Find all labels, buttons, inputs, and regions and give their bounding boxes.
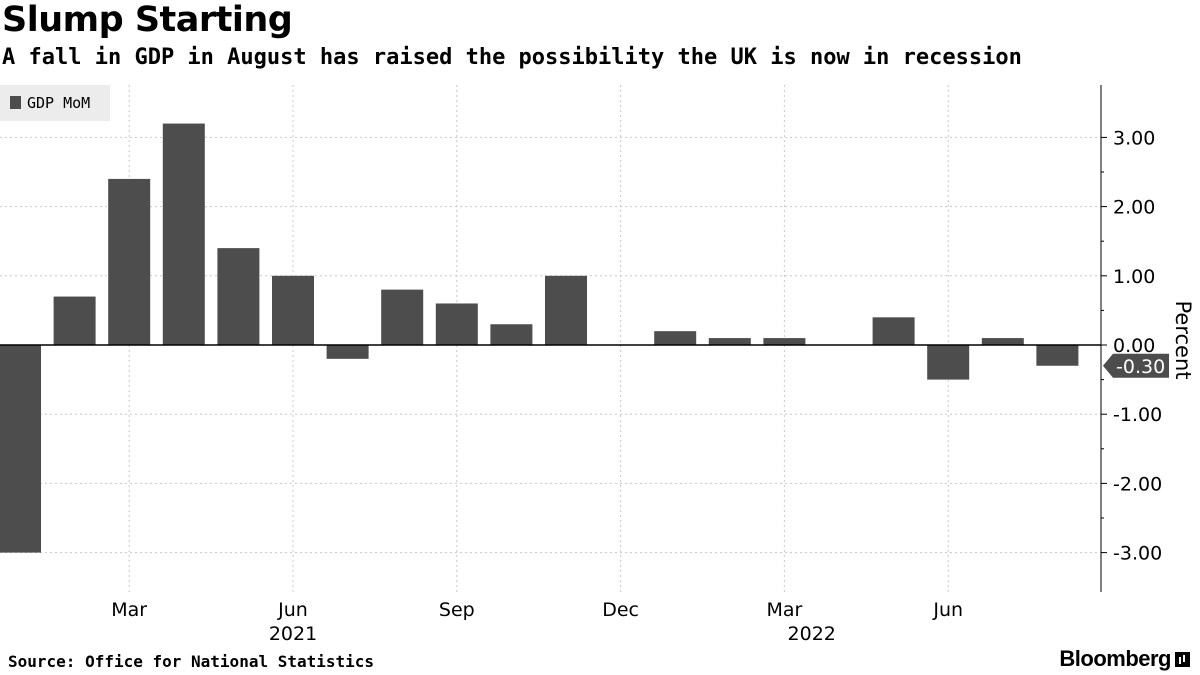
last-value-label: -0.30	[1116, 356, 1165, 378]
x-year-label: 2021	[269, 623, 317, 645]
y-axis-title: Percent	[1171, 300, 1195, 379]
x-tick-label: Mar	[111, 599, 147, 621]
bar	[981, 338, 1024, 345]
x-tick-label: Jun	[277, 599, 308, 621]
bar	[927, 345, 970, 380]
bloomberg-logo-icon	[1175, 652, 1190, 667]
bar	[435, 303, 478, 345]
bar	[763, 338, 806, 345]
y-tick-label: -1.00	[1113, 404, 1162, 426]
legend-swatch	[10, 96, 21, 109]
bloomberg-logo-text: Bloomberg	[1059, 646, 1171, 671]
bar	[0, 345, 41, 553]
chart-subtitle: A fall in GDP in August has raised the p…	[2, 45, 1022, 70]
x-year-label: 2022	[788, 623, 836, 645]
bar	[272, 275, 314, 345]
bar	[326, 345, 369, 359]
bar	[108, 178, 151, 345]
x-tick-label: Mar	[766, 599, 802, 621]
chart-title: Slump Starting	[2, 0, 293, 40]
bloomberg-logo: Bloomberg	[1059, 646, 1190, 672]
x-tick-label: Dec	[602, 599, 639, 621]
bar	[545, 275, 587, 345]
y-tick-label: 3.00	[1113, 127, 1155, 149]
x-tick-label: Jun	[932, 599, 963, 621]
y-tick-label: -3.00	[1113, 543, 1162, 565]
x-tick-label: Sep	[439, 599, 475, 621]
bar	[490, 324, 533, 345]
last-value-marker	[1103, 353, 1169, 378]
bar	[708, 338, 751, 345]
bar	[381, 289, 424, 345]
bar	[162, 123, 205, 345]
bar	[217, 248, 260, 345]
y-tick-label: 1.00	[1113, 266, 1155, 288]
y-tick-label: 0.00	[1113, 335, 1155, 357]
bar	[53, 296, 96, 345]
bar	[872, 317, 915, 345]
y-tick-label: 2.00	[1113, 197, 1155, 219]
bar	[654, 331, 697, 345]
source-note: Source: Office for National Statistics	[8, 652, 375, 671]
y-tick-label: -2.00	[1113, 473, 1162, 495]
legend-label: GDP MoM	[27, 94, 90, 112]
bar	[1036, 345, 1079, 366]
